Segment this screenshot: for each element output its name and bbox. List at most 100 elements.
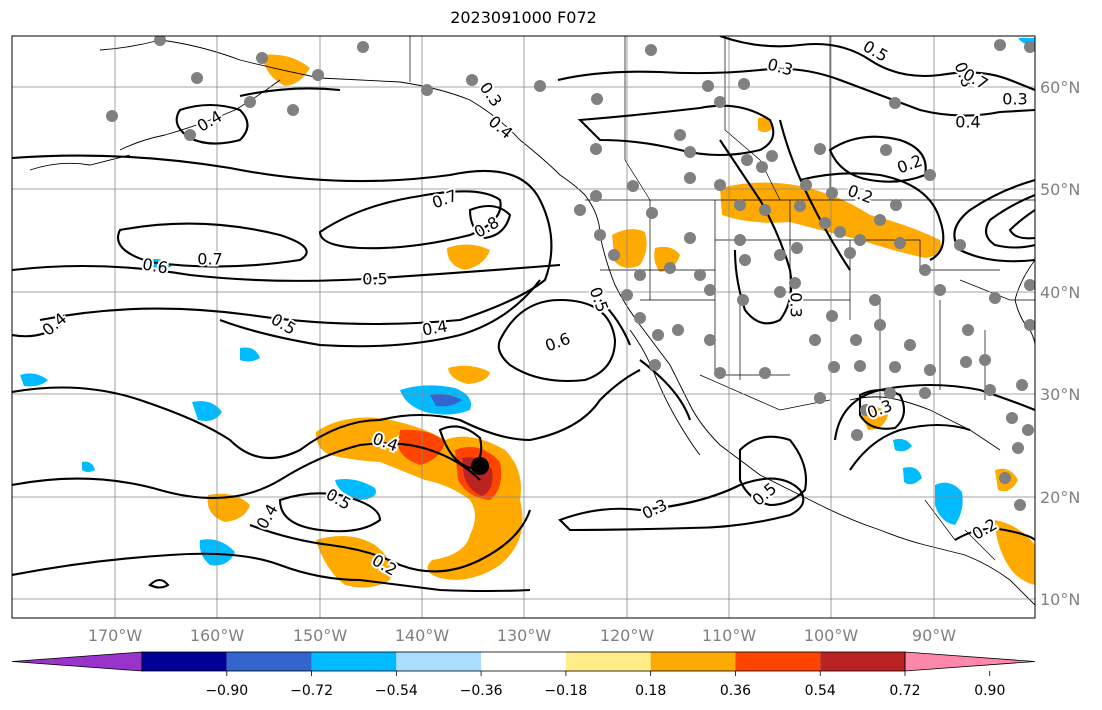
station-marker bbox=[954, 239, 966, 251]
colorbar-segment bbox=[735, 652, 821, 671]
station-marker bbox=[934, 284, 946, 296]
station-marker bbox=[800, 179, 812, 191]
longitude-label: 170°W bbox=[88, 626, 143, 645]
station-marker bbox=[962, 324, 974, 336]
station-marker bbox=[652, 329, 664, 341]
shade-lightblue bbox=[935, 482, 963, 525]
station-marker bbox=[759, 204, 771, 216]
contour-label: 0.4 bbox=[194, 107, 226, 136]
station-marker bbox=[984, 384, 996, 396]
colorbar-tick-label: −0.36 bbox=[460, 683, 503, 699]
station-marker bbox=[608, 249, 620, 261]
station-marker bbox=[774, 286, 786, 298]
graticule bbox=[12, 36, 1035, 618]
contour-label-group: 0.30.30.4 0.40.70.80.70.60.50.40.50.40.60… bbox=[37, 36, 1030, 582]
colorbar-tick-label: 0.54 bbox=[805, 683, 836, 699]
longitude-label: 140°W bbox=[395, 626, 450, 645]
colorbar-tick-label: −0.72 bbox=[290, 683, 333, 699]
station-marker bbox=[621, 289, 633, 301]
colorbar-tick-label: 0.18 bbox=[635, 683, 666, 699]
contour-label: 0.4 bbox=[39, 309, 71, 340]
shade-blue bbox=[430, 394, 462, 407]
station-marker bbox=[714, 179, 726, 191]
longitude-label: 120°W bbox=[600, 626, 655, 645]
station-marker bbox=[919, 264, 931, 276]
station-marker bbox=[1024, 41, 1035, 53]
colorbar-extend-min bbox=[11, 651, 143, 672]
station-marker bbox=[890, 199, 902, 211]
station-marker bbox=[1024, 319, 1035, 331]
station-marker bbox=[627, 180, 639, 192]
station-marker bbox=[834, 226, 846, 238]
station-marker bbox=[889, 97, 901, 109]
shade-orange bbox=[316, 536, 391, 588]
station-marker bbox=[874, 319, 886, 331]
storm-center-marker bbox=[471, 457, 489, 475]
shade-lightblue bbox=[240, 347, 260, 362]
station-marker bbox=[850, 334, 862, 346]
station-marker bbox=[826, 187, 838, 199]
contour-label: 0.5 bbox=[268, 310, 300, 339]
station-marker bbox=[756, 161, 768, 173]
station-marker bbox=[634, 312, 646, 324]
shade-lightblue bbox=[893, 438, 912, 452]
station-marker bbox=[312, 69, 324, 81]
colorbar-extend-max bbox=[904, 651, 1036, 672]
latitude-label: 50°N bbox=[1040, 180, 1080, 199]
station-marker bbox=[649, 359, 661, 371]
contour-label: 0.4 bbox=[485, 112, 517, 143]
station-marker bbox=[979, 354, 991, 366]
contour-label: 0.7 bbox=[197, 250, 222, 269]
contour-label: 0.3 bbox=[639, 495, 670, 523]
colorbar-tick-label: 0.90 bbox=[974, 683, 1005, 699]
colorbar-segment bbox=[226, 652, 312, 671]
longitude-label: 150°W bbox=[293, 626, 348, 645]
contour-label: 0.5 bbox=[362, 270, 387, 289]
station-marker bbox=[714, 367, 726, 379]
station-marker bbox=[741, 154, 753, 166]
latitude-label: 30°N bbox=[1040, 385, 1080, 404]
shade-orange bbox=[207, 493, 250, 522]
station-marker bbox=[814, 143, 826, 155]
contour-label: 0.3 bbox=[787, 292, 806, 317]
latitude-label: 40°N bbox=[1040, 283, 1080, 302]
shade-orange bbox=[758, 117, 773, 133]
station-marker bbox=[854, 234, 866, 246]
station-marker bbox=[734, 199, 746, 211]
shade-orange bbox=[448, 365, 490, 384]
station-marker bbox=[794, 200, 806, 212]
station-marker bbox=[791, 242, 803, 254]
contour-label: 0.4 bbox=[955, 113, 980, 132]
contour-label: 0.6 bbox=[542, 329, 572, 356]
station-marker bbox=[672, 324, 684, 336]
latitude-axis: 10°N 20°N 30°N 40°N 50°N 60°N bbox=[1040, 78, 1080, 609]
station-marker bbox=[989, 292, 1001, 304]
latitude-label: 20°N bbox=[1040, 488, 1080, 507]
station-marker bbox=[734, 234, 746, 246]
political-borders bbox=[409, 36, 1035, 561]
station-marker bbox=[1014, 499, 1026, 511]
contour-label: 0.2 bbox=[969, 515, 1001, 544]
station-marker bbox=[714, 96, 726, 108]
colorbar-tick-label: 0.72 bbox=[889, 683, 920, 699]
station-marker bbox=[738, 78, 750, 90]
station-marker bbox=[844, 247, 856, 259]
station-marker bbox=[1016, 379, 1028, 391]
colorbar-outline bbox=[141, 651, 906, 672]
station-marker bbox=[828, 361, 840, 373]
station-marker bbox=[106, 110, 118, 122]
station-marker bbox=[154, 36, 166, 46]
station-marker bbox=[924, 364, 936, 376]
station-marker bbox=[889, 361, 901, 373]
station-marker bbox=[244, 96, 256, 108]
contour-lines bbox=[12, 36, 1035, 593]
contour-label: 0.2 bbox=[894, 151, 924, 178]
colorbar: −0.90 −0.72 −0.54 −0.36 −0.18 0.18 0.36 0.54 0.7… bbox=[11, 651, 1036, 699]
station-marker bbox=[702, 80, 714, 92]
contour-label: 0.5 bbox=[860, 37, 892, 66]
station-marker bbox=[789, 277, 801, 289]
station-marker bbox=[894, 237, 906, 249]
station-marker bbox=[1022, 424, 1034, 436]
longitude-label: 90°W bbox=[912, 626, 956, 645]
